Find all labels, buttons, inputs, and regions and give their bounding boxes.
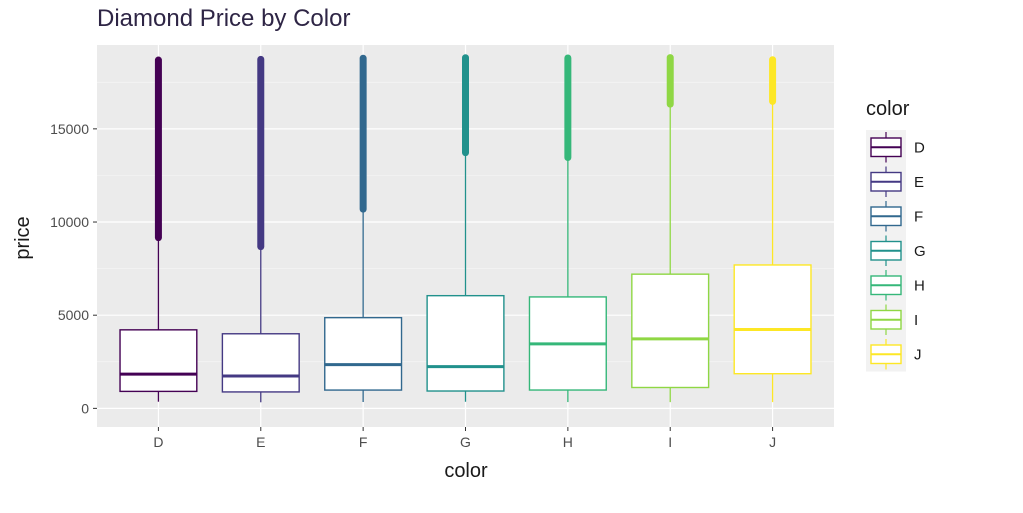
box-iqr [426, 294, 505, 392]
x-tick-label: H [563, 434, 573, 450]
legend-item-I: I [866, 302, 918, 337]
x-tick-label: D [153, 434, 163, 450]
legend-title: color [866, 98, 910, 120]
box-iqr [631, 273, 710, 389]
chart-title: Diamond Price by Color [97, 5, 351, 32]
legend-item-J: J [866, 337, 922, 372]
legend-label: D [914, 139, 925, 156]
legend-item-F: F [866, 199, 923, 234]
legend-item-E: E [866, 164, 924, 199]
y-tick-label: 5000 [58, 307, 89, 323]
y-tick-label: 0 [81, 400, 89, 416]
legend-item-H: H [866, 268, 925, 303]
box-iqr [119, 329, 198, 393]
y-axis-title: price [12, 216, 34, 259]
box-H [528, 54, 607, 403]
box-iqr [733, 264, 812, 375]
x-tick-label: E [256, 434, 265, 450]
legend-label: E [914, 174, 924, 191]
legend-item-D: D [866, 130, 925, 165]
y-tick-label: 15000 [50, 121, 89, 137]
legend: color D EF GH IJ [866, 98, 926, 372]
x-tick-label: I [668, 434, 672, 450]
y-tick-label: 10000 [50, 214, 89, 230]
box-G [426, 54, 505, 402]
legend-item-G: G [866, 233, 926, 268]
legend-label: I [914, 312, 918, 329]
box-I [631, 54, 710, 403]
x-axis-title: color [444, 460, 488, 482]
boxes [119, 54, 812, 403]
x-tick-label: J [769, 434, 776, 450]
legend-label: J [914, 346, 922, 363]
x-tick-label: G [460, 434, 471, 450]
legend-label: F [914, 208, 923, 225]
box-iqr [324, 316, 403, 391]
legend-label: G [914, 243, 926, 260]
legend-label: H [914, 277, 925, 294]
box-iqr [221, 333, 300, 393]
x-tick-label: F [359, 434, 368, 450]
x-axis: D E F G H I J [153, 427, 776, 450]
y-axis: 0 5000 10000 15000 [50, 121, 97, 416]
box-D [119, 56, 198, 402]
box-E [221, 55, 300, 403]
box-J [733, 56, 812, 403]
box-F [324, 54, 403, 402]
